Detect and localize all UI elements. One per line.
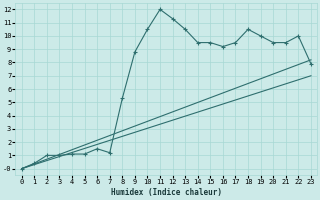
X-axis label: Humidex (Indice chaleur): Humidex (Indice chaleur) (111, 188, 222, 197)
